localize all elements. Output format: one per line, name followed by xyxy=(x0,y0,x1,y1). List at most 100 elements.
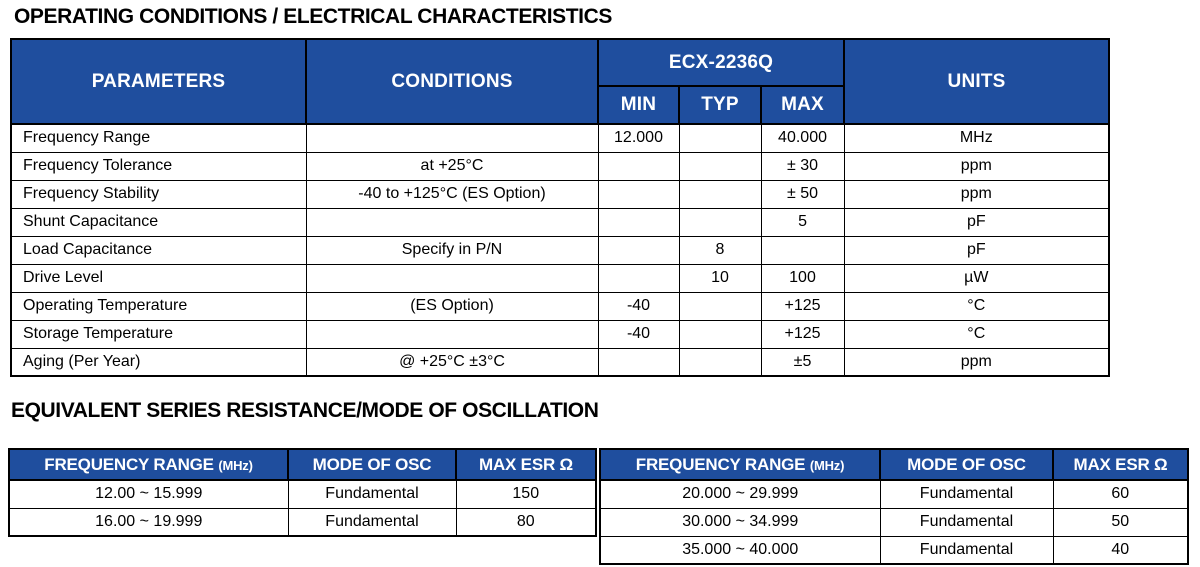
condition-cell: -40 to +125°C (ES Option) xyxy=(305,179,599,209)
header-row-minmax: MIN TYP MAX xyxy=(11,85,1109,125)
min-cell xyxy=(597,347,680,377)
max-cell: 100 xyxy=(760,263,845,293)
max-cell: +125 xyxy=(760,291,845,321)
min-cell: -40 xyxy=(597,319,680,349)
esr-cell: 80 xyxy=(455,507,597,537)
units-cell: ppm xyxy=(843,151,1110,181)
max-cell: 5 xyxy=(760,207,845,237)
table-row: Frequency Range 12.000 40.000 MHz xyxy=(10,123,1110,153)
parameter-cell: Frequency Tolerance xyxy=(10,151,307,181)
condition-cell: at +25°C xyxy=(305,151,599,181)
max-cell: ± 50 xyxy=(760,179,845,209)
min-cell xyxy=(597,179,680,209)
range-cell: 20.000 ~ 29.999 xyxy=(599,479,881,509)
condition-cell: @ +25°C ±3°C xyxy=(305,347,599,377)
parameter-cell: Frequency Stability xyxy=(10,179,307,209)
max-esr-header: MAX ESR Ω xyxy=(455,448,597,481)
parameter-cell: Shunt Capacitance xyxy=(10,207,307,237)
min-cell: 12.000 xyxy=(597,123,680,153)
table-row: Operating Temperature (ES Option) -40 +1… xyxy=(10,291,1110,321)
parameters-header: PARAMETERS xyxy=(10,38,307,125)
min-cell xyxy=(597,263,680,293)
electrical-characteristics-table: PARAMETERS CONDITIONS ECX-2236Q UNITS MI… xyxy=(10,38,1111,377)
min-cell xyxy=(597,235,680,265)
mode-cell: Fundamental xyxy=(879,507,1054,537)
min-cell: -40 xyxy=(597,291,680,321)
parameter-cell: Aging (Per Year) xyxy=(10,347,307,377)
condition-cell xyxy=(305,319,599,349)
max-cell: +125 xyxy=(760,319,845,349)
condition-cell xyxy=(305,123,599,153)
units-cell: MHz xyxy=(843,123,1110,153)
table-row: Shunt Capacitance 5 pF xyxy=(10,207,1110,237)
min-cell xyxy=(597,207,680,237)
typ-cell xyxy=(678,151,762,181)
table-row: Aging (Per Year) @ +25°C ±3°C ±5 ppm xyxy=(10,347,1110,377)
mode-of-osc-header: MODE OF OSC xyxy=(879,448,1054,481)
typ-cell: 8 xyxy=(678,235,762,265)
parameter-cell: Load Capacitance xyxy=(10,235,307,265)
frequency-range-label: FREQUENCY RANGE xyxy=(44,454,214,474)
model-header: ECX-2236Q xyxy=(596,38,846,87)
range-cell: 35.000 ~ 40.000 xyxy=(599,535,881,565)
frequency-range-header: FREQUENCY RANGE (MHz) xyxy=(8,448,289,481)
units-cell: ppm xyxy=(843,179,1110,209)
esr-tables-container: FREQUENCY RANGE (MHz) MODE OF OSC MAX ES… xyxy=(8,448,1189,565)
units-cell: µW xyxy=(843,263,1110,293)
mode-of-osc-header: MODE OF OSC xyxy=(287,448,457,481)
typ-cell: 10 xyxy=(678,263,762,293)
mode-cell: Fundamental xyxy=(879,535,1054,565)
esr-cell: 50 xyxy=(1052,507,1189,537)
table-row: Drive Level 10 100 µW xyxy=(10,263,1110,293)
typ-cell xyxy=(678,291,762,321)
esr-cell: 40 xyxy=(1052,535,1189,565)
range-cell: 30.000 ~ 34.999 xyxy=(599,507,881,537)
table-row: Load Capacitance Specify in P/N 8 pF xyxy=(10,235,1110,265)
esr-cell: 60 xyxy=(1052,479,1189,509)
typ-cell xyxy=(678,123,762,153)
units-cell: °C xyxy=(843,291,1110,321)
table-row: Storage Temperature -40 +125 °C xyxy=(10,319,1110,349)
header-row-top: PARAMETERS CONDITIONS ECX-2236Q UNITS xyxy=(10,38,1111,125)
max-cell: ± 30 xyxy=(760,151,845,181)
max-header: MAX xyxy=(759,85,846,125)
esr-row: 20.000 ~ 29.999 Fundamental 60 xyxy=(599,479,1189,509)
esr-section-title: EQUIVALENT SERIES RESISTANCE/MODE OF OSC… xyxy=(11,399,599,422)
condition-cell: Specify in P/N xyxy=(305,235,599,265)
esr-row: 16.00 ~ 19.999 Fundamental 80 xyxy=(8,507,597,537)
typ-cell xyxy=(678,179,762,209)
max-cell: ±5 xyxy=(760,347,845,377)
mode-cell: Fundamental xyxy=(287,507,457,537)
parameter-cell: Operating Temperature xyxy=(10,291,307,321)
table-row: Frequency Tolerance at +25°C ± 30 ppm xyxy=(10,151,1110,181)
condition-cell xyxy=(305,207,599,237)
typ-header: TYP xyxy=(678,85,762,125)
frequency-range-unit-label: (MHz) xyxy=(809,457,845,473)
typ-cell xyxy=(678,347,762,377)
esr-table-right: FREQUENCY RANGE (MHz) MODE OF OSC MAX ES… xyxy=(599,448,1189,565)
min-header: MIN xyxy=(597,85,680,125)
max-cell xyxy=(760,235,845,265)
range-cell: 12.00 ~ 15.999 xyxy=(8,479,289,509)
conditions-header: CONDITIONS xyxy=(305,38,599,125)
frequency-range-unit-label: (MHz) xyxy=(218,457,253,473)
condition-cell xyxy=(305,263,599,293)
typ-cell xyxy=(678,319,762,349)
esr-cell: 150 xyxy=(455,479,597,509)
parameter-cell: Storage Temperature xyxy=(10,319,307,349)
frequency-range-label: FREQUENCY RANGE xyxy=(635,454,806,474)
units-header: UNITS xyxy=(843,38,1111,125)
esr-table-left: FREQUENCY RANGE (MHz) MODE OF OSC MAX ES… xyxy=(8,448,597,537)
frequency-range-header: FREQUENCY RANGE (MHz) xyxy=(599,448,881,481)
esr-header-row: FREQUENCY RANGE (MHz) MODE OF OSC MAX ES… xyxy=(599,448,1189,481)
mode-cell: Fundamental xyxy=(287,479,457,509)
operating-conditions-title: OPERATING CONDITIONS / ELECTRICAL CHARAC… xyxy=(14,5,612,28)
units-cell: pF xyxy=(843,235,1110,265)
units-cell: pF xyxy=(843,207,1110,237)
parameter-cell: Frequency Range xyxy=(10,123,307,153)
esr-header-row: FREQUENCY RANGE (MHz) MODE OF OSC MAX ES… xyxy=(8,448,597,481)
table-row: Frequency Stability -40 to +125°C (ES Op… xyxy=(10,179,1110,209)
min-cell xyxy=(597,151,680,181)
parameter-cell: Drive Level xyxy=(10,263,307,293)
